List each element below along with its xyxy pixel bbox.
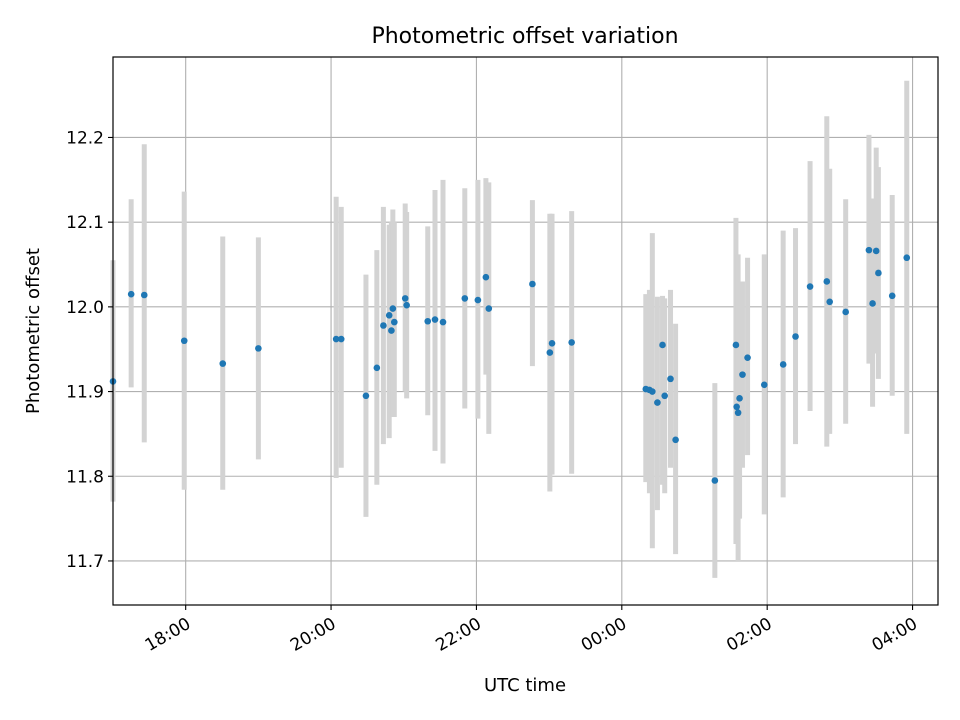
data-point <box>732 341 740 349</box>
data-point <box>842 308 849 316</box>
y-tick-label: 12.2 <box>66 128 104 148</box>
data-point <box>373 364 381 372</box>
data-point <box>439 318 447 326</box>
data-point <box>779 361 787 368</box>
data-point <box>654 399 661 406</box>
data-point <box>659 341 666 349</box>
y-tick-label: 11.8 <box>66 467 104 487</box>
data-point <box>140 291 148 299</box>
data-point <box>474 296 482 304</box>
y-axis-label: Photometric offset <box>23 248 44 414</box>
data-point <box>736 395 743 402</box>
data-point <box>180 337 188 345</box>
data-point <box>875 269 882 277</box>
data-point <box>872 247 880 255</box>
y-tick-label: 11.7 <box>66 552 104 572</box>
data-point <box>390 318 398 326</box>
data-point <box>337 335 345 343</box>
data-point <box>888 292 896 300</box>
data-point <box>461 295 469 302</box>
data-point <box>869 300 876 307</box>
y-tick-label: 12.1 <box>66 213 104 233</box>
y-tick-label: 11.9 <box>66 383 104 403</box>
data-point <box>388 327 395 334</box>
data-point <box>711 477 719 484</box>
x-axis-label: UTC time <box>484 675 566 696</box>
plot-frame <box>112 56 939 606</box>
data-point <box>362 392 370 400</box>
data-point <box>649 388 656 395</box>
data-point <box>792 333 799 340</box>
data-point <box>826 298 833 306</box>
data-point <box>760 381 768 389</box>
data-point <box>744 354 751 361</box>
data-point <box>529 280 536 288</box>
data-point <box>903 254 911 262</box>
data-point <box>546 349 554 356</box>
data-point <box>431 316 439 323</box>
data-point <box>733 403 740 411</box>
y-axis-ticks: 11.7 11.8 11.9 12.0 12.1 12.2 <box>66 128 113 572</box>
data-point <box>482 273 490 281</box>
data-point <box>127 290 135 298</box>
data-point <box>380 322 387 329</box>
data-point <box>667 375 674 383</box>
data-point <box>389 305 397 312</box>
data-point <box>823 278 831 285</box>
data-point <box>485 305 493 312</box>
data-point <box>806 283 814 290</box>
data-point <box>661 392 668 400</box>
data-point <box>403 301 410 309</box>
data-point <box>401 295 409 302</box>
data-point <box>385 312 393 319</box>
data-points <box>109 246 911 484</box>
data-point <box>568 339 575 346</box>
data-point <box>739 371 746 378</box>
data-point <box>424 317 432 325</box>
data-point <box>255 345 262 352</box>
chart-title: Photometric offset variation <box>371 24 678 49</box>
data-point <box>672 436 679 444</box>
data-point <box>734 409 742 417</box>
data-point <box>332 335 340 343</box>
y-tick-label: 12.0 <box>66 298 104 318</box>
data-point <box>865 246 873 254</box>
data-point <box>219 360 227 367</box>
data-point <box>548 339 556 347</box>
